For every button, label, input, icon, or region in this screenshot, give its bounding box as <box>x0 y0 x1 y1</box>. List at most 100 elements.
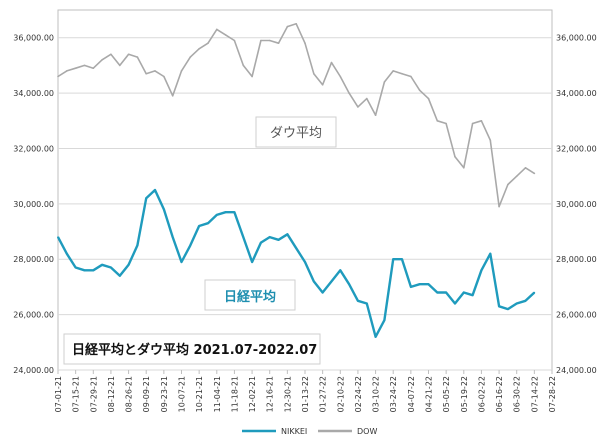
data-point-dow <box>83 64 86 67</box>
data-point-nikkei <box>110 266 112 269</box>
data-point-dow <box>92 67 95 69</box>
legend: NIKKEI DOW <box>242 427 377 436</box>
data-point-nikkei <box>242 236 245 238</box>
data-point-nikkei <box>127 264 130 266</box>
data-point-dow <box>295 23 298 25</box>
x-tick-label: 07-14-22 <box>530 376 539 412</box>
x-tick-label: 07-15-21 <box>72 376 81 412</box>
data-point-dow <box>489 139 492 141</box>
data-point-dow <box>277 42 280 44</box>
data-point-dow <box>198 48 200 50</box>
y-tick-label-right: 34,000.00 <box>556 89 597 98</box>
data-point-nikkei <box>260 241 262 244</box>
y-tick-label-right: 28,000.00 <box>556 255 597 264</box>
x-tick-label: 04-07-22 <box>407 376 416 412</box>
data-point-nikkei <box>136 244 139 247</box>
dow-label-box: ダウ平均 <box>255 116 337 148</box>
data-point-nikkei <box>418 283 421 286</box>
data-point-dow <box>366 97 368 100</box>
data-point-nikkei <box>357 300 359 302</box>
dow-series-label: ダウ平均 <box>270 126 322 141</box>
data-point-nikkei <box>392 258 395 261</box>
data-point-nikkei <box>436 291 439 294</box>
data-point-dow <box>136 56 139 58</box>
data-point-dow <box>224 34 227 36</box>
data-point-dow <box>207 42 209 44</box>
data-point-nikkei <box>207 222 209 224</box>
data-point-nikkei <box>454 302 456 305</box>
x-tick-label: 06-02-22 <box>477 376 486 412</box>
x-tick-label: 09-09-21 <box>142 376 151 412</box>
x-tick-label: 01-27-22 <box>319 376 328 412</box>
y-tick-label-right: 32,000.00 <box>556 144 597 153</box>
x-tick-label: 02-10-22 <box>336 376 345 412</box>
data-point-dow <box>101 59 103 61</box>
data-point-nikkei <box>268 236 271 238</box>
data-point-nikkei <box>321 291 324 294</box>
data-point-nikkei <box>119 275 121 277</box>
data-point-dow <box>216 28 218 31</box>
y-tick-label-left: 36,000.00 <box>13 34 54 43</box>
data-point-dow <box>233 39 236 42</box>
data-point-dow <box>374 114 377 116</box>
data-point-nikkei <box>295 247 298 249</box>
data-point-dow <box>418 89 421 92</box>
data-point-nikkei <box>277 239 280 241</box>
data-point-nikkei <box>410 286 412 288</box>
data-point-dow <box>74 67 77 69</box>
y-tick-label-right: 26,000.00 <box>556 311 597 320</box>
data-point-nikkei <box>251 261 253 263</box>
data-point-dow <box>127 53 130 56</box>
data-point-nikkei <box>145 197 147 200</box>
y-tick-label-left: 24,000.00 <box>13 366 54 375</box>
data-point-nikkei <box>74 266 77 269</box>
data-point-dow <box>392 70 395 72</box>
series-layer <box>56 22 536 338</box>
x-tick-label: 05-19-22 <box>460 376 469 412</box>
data-point-dow <box>339 75 342 78</box>
data-point-nikkei <box>171 236 174 238</box>
data-point-dow <box>163 75 165 78</box>
data-point-nikkei <box>330 280 333 283</box>
x-tick-label: 10-21-21 <box>195 376 204 412</box>
data-point-nikkei <box>286 233 289 236</box>
data-point-dow <box>524 167 527 169</box>
data-point-dow <box>410 75 412 78</box>
data-point-nikkei <box>224 211 227 213</box>
x-tick-label: 12-02-21 <box>248 376 257 412</box>
y-tick-label-left: 34,000.00 <box>13 89 54 98</box>
data-point-dow <box>436 120 439 122</box>
nikkei-series-label: 日経平均 <box>224 289 276 305</box>
data-point-nikkei <box>383 319 386 322</box>
data-point-dow <box>268 39 271 42</box>
data-point-dow <box>383 81 386 83</box>
data-point-dow <box>171 95 174 97</box>
data-point-dow <box>427 97 430 100</box>
y-tick-label-right: 24,000.00 <box>556 366 597 375</box>
x-tick-label: 03-24-22 <box>389 376 398 412</box>
data-point-nikkei <box>374 336 377 338</box>
data-point-dow <box>330 61 333 64</box>
x-tick-label: 06-30-22 <box>513 376 522 412</box>
x-tick-label: 10-07-21 <box>178 376 187 412</box>
data-point-nikkei <box>401 258 403 261</box>
data-point-nikkei <box>366 302 368 305</box>
data-point-nikkei <box>507 308 509 310</box>
data-point-dow <box>180 70 183 72</box>
data-point-nikkei <box>515 302 518 305</box>
data-point-nikkei <box>471 294 474 297</box>
data-point-dow <box>304 42 306 44</box>
data-point-nikkei <box>313 280 315 283</box>
x-tick-label: 07-01-21 <box>54 376 63 412</box>
data-point-dow <box>313 72 315 75</box>
data-point-nikkei <box>66 252 68 255</box>
data-point-dow <box>445 122 447 125</box>
x-tick-label: 01-13-22 <box>301 376 310 412</box>
x-tick-label: 04-21-22 <box>425 376 434 412</box>
data-point-dow <box>242 64 245 67</box>
data-point-nikkei <box>498 305 500 308</box>
data-point-nikkei <box>57 236 59 238</box>
data-point-nikkei <box>189 244 192 247</box>
data-point-nikkei <box>339 269 342 272</box>
